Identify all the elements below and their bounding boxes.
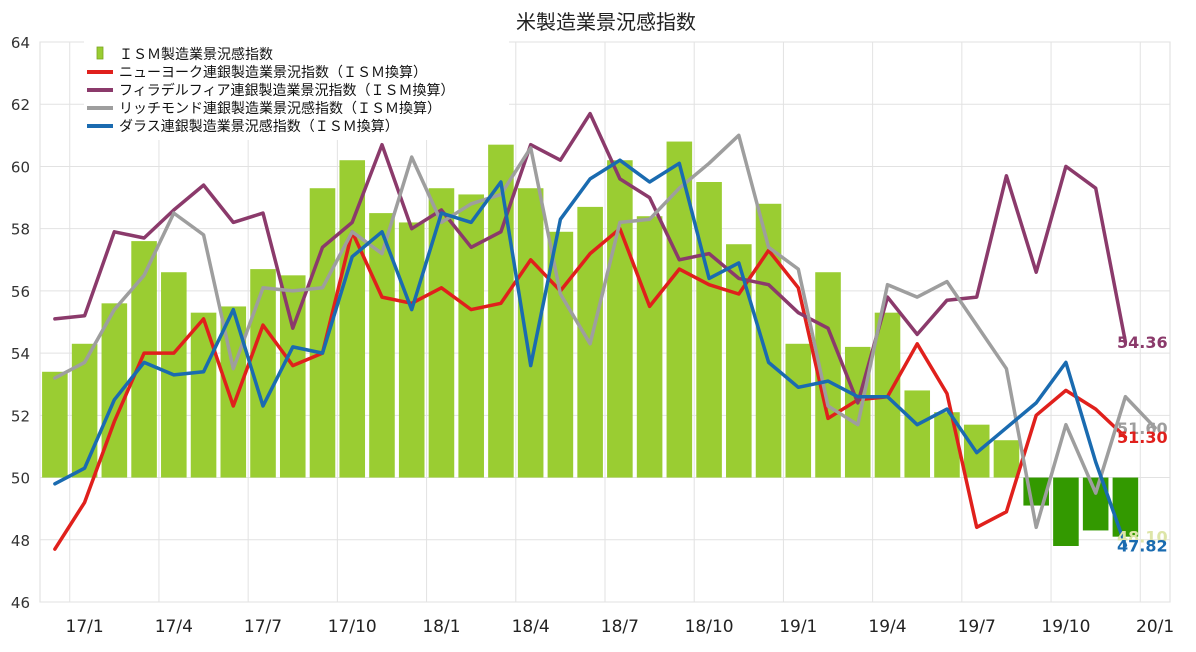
y-tick-label: 52 <box>11 407 30 425</box>
x-tick-label: 19/1 <box>779 617 817 637</box>
x-tick-label: 18/1 <box>422 617 460 637</box>
legend-swatch-bar <box>97 47 103 59</box>
y-tick-label: 58 <box>11 221 30 239</box>
y-tick-label: 64 <box>11 34 30 52</box>
ism-bar <box>696 182 722 478</box>
x-tick-label: 17/1 <box>66 617 104 637</box>
ism-bar <box>786 344 812 478</box>
ism-bar <box>1053 478 1079 546</box>
y-tick-label: 48 <box>11 532 30 550</box>
x-tick-label: 17/7 <box>244 617 282 637</box>
ism-bar <box>994 440 1020 477</box>
ism-bar <box>42 372 68 478</box>
end-value-label: 51.30 <box>1117 428 1168 447</box>
ism-bar <box>607 160 633 477</box>
x-tick-label: 18/7 <box>601 617 639 637</box>
y-tick-label: 46 <box>11 594 30 612</box>
legend-label: ＩＳＭ製造業景況感指数 <box>119 46 273 63</box>
legend-label: ダラス連銀製造業景況感指数（ＩＳＭ換算） <box>119 118 399 135</box>
ism-bar <box>399 222 425 477</box>
ism-bar <box>637 216 663 477</box>
ism-bar <box>310 188 336 477</box>
y-tick-label: 60 <box>11 158 30 176</box>
legend-label: フィラデルフィア連銀製造業景況指数（ＩＳＭ換算） <box>119 82 454 99</box>
x-tick-label: 18/10 <box>685 617 734 637</box>
x-tick-label: 18/4 <box>512 617 550 637</box>
y-tick-label: 62 <box>11 96 30 114</box>
x-tick-label: 17/10 <box>328 617 377 637</box>
legend: ＩＳＭ製造業景況感指数ニューヨーク連銀製造業景況指数（ＩＳＭ換算）フィラデルフィ… <box>84 40 509 140</box>
legend-label: ニューヨーク連銀製造業景況指数（ＩＳＭ換算） <box>119 65 427 81</box>
chart-title: 米製造業景況感指数 <box>516 10 696 34</box>
x-tick-label: 19/10 <box>1041 617 1090 637</box>
ism-bar <box>518 188 544 477</box>
end-value-label: 47.82 <box>1117 536 1168 555</box>
x-tick-label: 19/4 <box>868 617 906 637</box>
y-tick-label: 56 <box>11 283 30 301</box>
ism-bar <box>191 313 217 478</box>
x-tick-label: 17/4 <box>155 617 193 637</box>
x-tick-label: 20/1 <box>1136 617 1174 637</box>
y-tick-label: 54 <box>11 345 30 363</box>
ism-bar <box>904 390 930 477</box>
ism-bar <box>429 188 455 477</box>
ism-bar <box>339 160 365 477</box>
legend-label: リッチモンド連銀製造業景況感指数（ＩＳＭ換算） <box>119 100 441 117</box>
end-value-label: 54.36 <box>1117 333 1168 352</box>
x-tick-label: 19/7 <box>958 617 996 637</box>
y-tick-label: 50 <box>11 470 30 488</box>
